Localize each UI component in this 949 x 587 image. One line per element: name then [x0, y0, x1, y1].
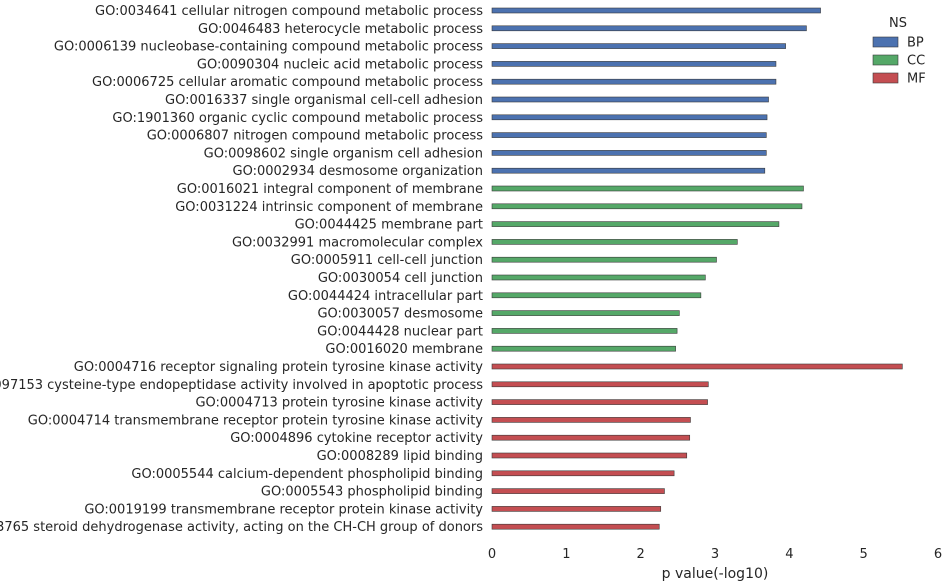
bar-cc — [491, 310, 680, 316]
bar-cc — [491, 292, 702, 299]
bar-cc — [491, 345, 676, 352]
legend-label-cc: CC — [907, 54, 925, 69]
category-label: GO:0005543 phospholipid binding — [261, 485, 483, 500]
bar-mf — [491, 452, 688, 459]
legend-swatch-cc — [872, 54, 899, 66]
bar-bp — [491, 43, 786, 49]
category-label: GO:0004896 cytokine receptor activity — [230, 431, 483, 446]
bar-bp — [491, 167, 766, 174]
bars — [491, 7, 903, 530]
category-label: GO:0002934 desmosome organization — [233, 164, 483, 179]
x-tick-label: 3 — [711, 547, 719, 562]
category-label: GO:0031224 intrinsic component of membra… — [175, 200, 483, 215]
bar-mf — [491, 488, 665, 494]
bar-cc — [491, 203, 803, 210]
category-label: GO:0005911 cell-cell junction — [291, 253, 483, 268]
category-label: GO:0016337 single organismal cell-cell a… — [165, 93, 483, 108]
category-label: GO:0034641 cellular nitrogen compound me… — [95, 4, 483, 19]
bar-mf — [491, 417, 691, 423]
bar-bp — [491, 78, 777, 85]
category-labels: GO:0034641 cellular nitrogen compound me… — [0, 4, 483, 535]
x-tick-label: 4 — [785, 547, 793, 562]
x-axis-title: p value(-log10) — [662, 566, 769, 582]
x-tick-label: 1 — [562, 547, 570, 562]
x-tick-label: 5 — [860, 547, 868, 562]
category-label: GO:0030057 desmosome — [317, 307, 483, 322]
category-label: GO:1901360 organic cyclic compound metab… — [112, 111, 483, 126]
legend-swatch-mf — [872, 72, 899, 84]
x-tick-label: 2 — [637, 547, 645, 562]
bar-mf — [491, 363, 903, 370]
category-label: GO:0006725 cellular aromatic compound me… — [92, 75, 483, 90]
category-label: GO:0016021 integral component of membran… — [177, 182, 483, 197]
bar-mf — [491, 506, 662, 512]
category-label: GO:0019199 transmembrane receptor protei… — [84, 502, 483, 517]
category-label: GO:0046483 heterocycle metabolic process — [198, 22, 483, 37]
category-label: GO:0033765 steroid dehydrogenase activit… — [0, 520, 483, 535]
bar-bp — [491, 25, 807, 32]
category-label: GO:0006807 nitrogen compound metabolic p… — [147, 129, 484, 144]
legend-label-bp: BP — [907, 36, 924, 51]
category-label: GO:0004713 protein tyrosine kinase activ… — [195, 396, 483, 411]
bar-bp — [491, 114, 768, 121]
bar-cc — [491, 328, 678, 334]
bar-mf — [491, 523, 660, 530]
category-label: GO:0004714 transmembrane receptor protei… — [28, 413, 484, 428]
category-label: GO:0008289 lipid binding — [317, 449, 483, 464]
x-axis-ticks: 0 1 2 3 4 5 6 — [488, 547, 942, 562]
bar-mf — [491, 434, 691, 441]
legend-label-mf: MF — [907, 72, 926, 87]
category-label: GO:0005544 calcium-dependent phospholipi… — [131, 467, 483, 482]
bar-cc — [491, 256, 717, 263]
category-label: GO:0030054 cell junction — [318, 271, 483, 286]
bar-bp — [491, 7, 821, 14]
bar-bp — [491, 132, 767, 138]
bar-cc — [491, 239, 738, 245]
bar-bp — [491, 61, 777, 67]
x-tick-label: 0 — [488, 547, 496, 562]
category-label: GO:0016020 membrane — [325, 342, 483, 357]
bar-cc — [491, 221, 780, 227]
category-label: GO:0004716 receptor signaling protein ty… — [74, 360, 484, 375]
category-label: GO:0044425 membrane part — [295, 218, 483, 233]
category-label: GO:0044428 nuclear part — [317, 324, 483, 339]
bar-mf — [491, 470, 675, 477]
category-label: GO:0090304 nucleic acid metabolic proces… — [197, 57, 483, 72]
bar-cc — [491, 185, 804, 192]
legend-swatch-bp — [872, 36, 899, 48]
bar-mf — [491, 381, 709, 388]
legend-title: NS — [889, 16, 907, 31]
category-label: GO:0098602 single organism cell adhesion — [204, 146, 483, 161]
bar-mf — [491, 399, 708, 405]
bar-cc — [491, 274, 706, 281]
x-tick-label: 6 — [934, 547, 942, 562]
category-label: GO:0044424 intracellular part — [288, 289, 483, 304]
category-label: GO:0032991 macromolecular complex — [232, 235, 483, 250]
category-label: GO:0006139 nucleobase-containing compoun… — [54, 40, 483, 55]
category-label: GO:0097153 cysteine-type endopeptidase a… — [0, 378, 483, 393]
bar-bp — [491, 96, 769, 103]
bar-bp — [491, 150, 767, 156]
